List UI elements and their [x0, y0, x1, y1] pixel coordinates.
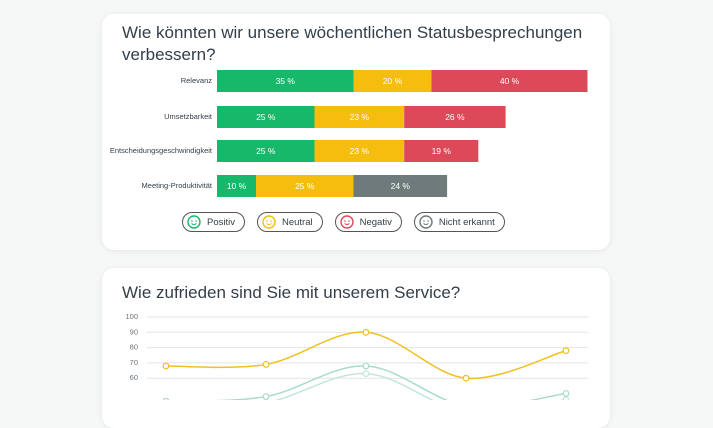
category-label: Entscheidungsgeschwindigkeit	[110, 146, 213, 155]
value-label: 24 %	[391, 181, 411, 191]
value-label: 26 %	[445, 112, 465, 122]
y-tick-label: 70	[130, 358, 138, 367]
value-label: 25 %	[256, 112, 276, 122]
value-label: 25 %	[295, 181, 315, 191]
value-label: 23 %	[350, 112, 370, 122]
point	[263, 362, 269, 368]
value-label: 25 %	[256, 146, 276, 156]
value-label: 19 %	[432, 146, 452, 156]
point	[563, 348, 569, 354]
category-label: Umsetzbarkeit	[164, 112, 213, 121]
point	[163, 363, 169, 369]
page: Wie könnten wir unsere wöchentlichen Sta…	[0, 0, 713, 400]
point	[263, 394, 269, 400]
category-label: Meeting-Produktivität	[142, 181, 213, 190]
point	[363, 371, 369, 377]
value-label: 20 %	[383, 76, 403, 86]
y-tick-label: 90	[130, 327, 138, 336]
y-tick-label: 80	[130, 343, 138, 352]
value-label: 23 %	[350, 146, 370, 156]
value-label: 35 %	[276, 76, 296, 86]
series-line	[166, 374, 566, 400]
y-tick-label: 100	[125, 312, 138, 321]
value-label: 40 %	[500, 76, 520, 86]
point	[363, 330, 369, 336]
charts: Relevanz 35 % 20 % 40 % Umsetzbarkeit 25 % 23 …	[0, 0, 713, 400]
point	[563, 391, 569, 397]
point	[463, 375, 469, 381]
value-label: 10 %	[227, 181, 247, 191]
y-tick-label: 60	[130, 373, 138, 382]
category-label: Relevanz	[181, 76, 213, 85]
point	[363, 363, 369, 369]
